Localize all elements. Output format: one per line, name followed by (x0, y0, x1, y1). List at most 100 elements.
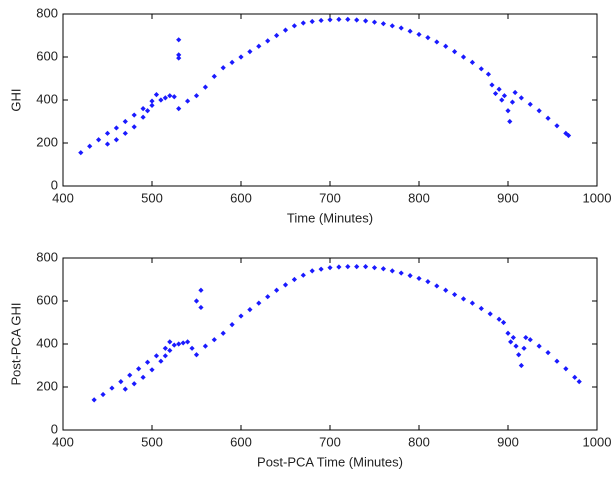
point (469, 300, 475, 306)
point (554, 123, 560, 129)
point (371, 265, 378, 271)
y-tick-label: 0 (51, 421, 58, 436)
point (167, 347, 173, 354)
point (131, 112, 137, 118)
point (131, 124, 137, 130)
x-tick-label: 700 (319, 190, 341, 205)
point (149, 98, 155, 104)
point (162, 353, 168, 359)
point (576, 379, 582, 385)
point (309, 268, 315, 274)
axes-frame (62, 13, 598, 187)
x-tick-label: 600 (230, 190, 252, 205)
point (167, 339, 173, 345)
point (518, 362, 524, 369)
point (496, 86, 502, 92)
x-tick-label: 500 (141, 190, 163, 205)
point (485, 71, 492, 77)
y-tick-label: 200 (36, 134, 58, 149)
point (478, 305, 484, 312)
point (407, 273, 413, 279)
point (336, 16, 342, 22)
point (327, 17, 333, 23)
y-tick-label: 600 (36, 292, 58, 307)
point (113, 125, 119, 131)
point (113, 137, 119, 143)
point (171, 94, 177, 100)
point (131, 381, 137, 387)
point (189, 345, 195, 351)
point (238, 54, 244, 60)
point (478, 66, 484, 72)
y-tick-label: 0 (51, 177, 58, 192)
point (158, 358, 164, 364)
x-tick-label: 900 (497, 190, 519, 205)
y-tick-label: 400 (36, 335, 58, 350)
point (509, 99, 516, 105)
point (153, 353, 160, 359)
point (109, 385, 115, 391)
point (122, 386, 128, 392)
point (176, 37, 182, 43)
x-tick-label: 700 (319, 434, 341, 449)
point (510, 334, 516, 341)
y-axis-label: Post-PCA GHI (8, 302, 23, 385)
point (140, 106, 146, 112)
point (193, 298, 200, 304)
point (185, 98, 191, 104)
point (229, 59, 235, 65)
point (247, 49, 253, 55)
point (238, 313, 244, 319)
point (499, 97, 505, 103)
point (256, 43, 262, 49)
x-tick-label: 1000 (583, 190, 612, 205)
y-tick-label: 600 (36, 48, 58, 63)
point (398, 270, 404, 276)
point (527, 337, 533, 343)
subplot: 400 500 600 700 800 900 1000 0 200 400 600 800 Time … (8, 5, 611, 225)
point (153, 92, 160, 98)
point (354, 17, 360, 23)
point (336, 264, 342, 270)
point (140, 114, 146, 120)
point (363, 264, 369, 270)
y-tick-label: 200 (36, 378, 58, 393)
point (162, 345, 168, 351)
point (507, 118, 513, 125)
y-tick-label: 800 (36, 249, 58, 264)
point (274, 32, 280, 39)
point (521, 345, 527, 351)
point (516, 352, 522, 358)
point (300, 272, 306, 278)
point (176, 341, 182, 347)
point (425, 279, 431, 285)
point (565, 132, 572, 139)
point (500, 319, 507, 326)
point (193, 93, 200, 99)
point (416, 31, 422, 38)
point (265, 38, 271, 44)
point (274, 287, 280, 293)
x-tick-label: 1000 (583, 434, 612, 449)
point (489, 82, 495, 88)
point (443, 43, 449, 49)
point (452, 49, 458, 55)
point (469, 59, 475, 65)
point (198, 287, 204, 293)
point (158, 97, 164, 103)
point (309, 18, 315, 25)
point (144, 359, 151, 365)
point (545, 115, 551, 121)
point (265, 294, 271, 300)
x-axis-label: Time (Minutes) (287, 210, 373, 225)
point (505, 108, 511, 114)
point (104, 141, 111, 147)
x-tick-label: 900 (497, 434, 519, 449)
point (536, 343, 542, 349)
point (487, 311, 493, 317)
point (327, 265, 333, 271)
point (545, 350, 551, 356)
point (122, 118, 128, 125)
point (78, 150, 84, 156)
point (229, 322, 235, 328)
